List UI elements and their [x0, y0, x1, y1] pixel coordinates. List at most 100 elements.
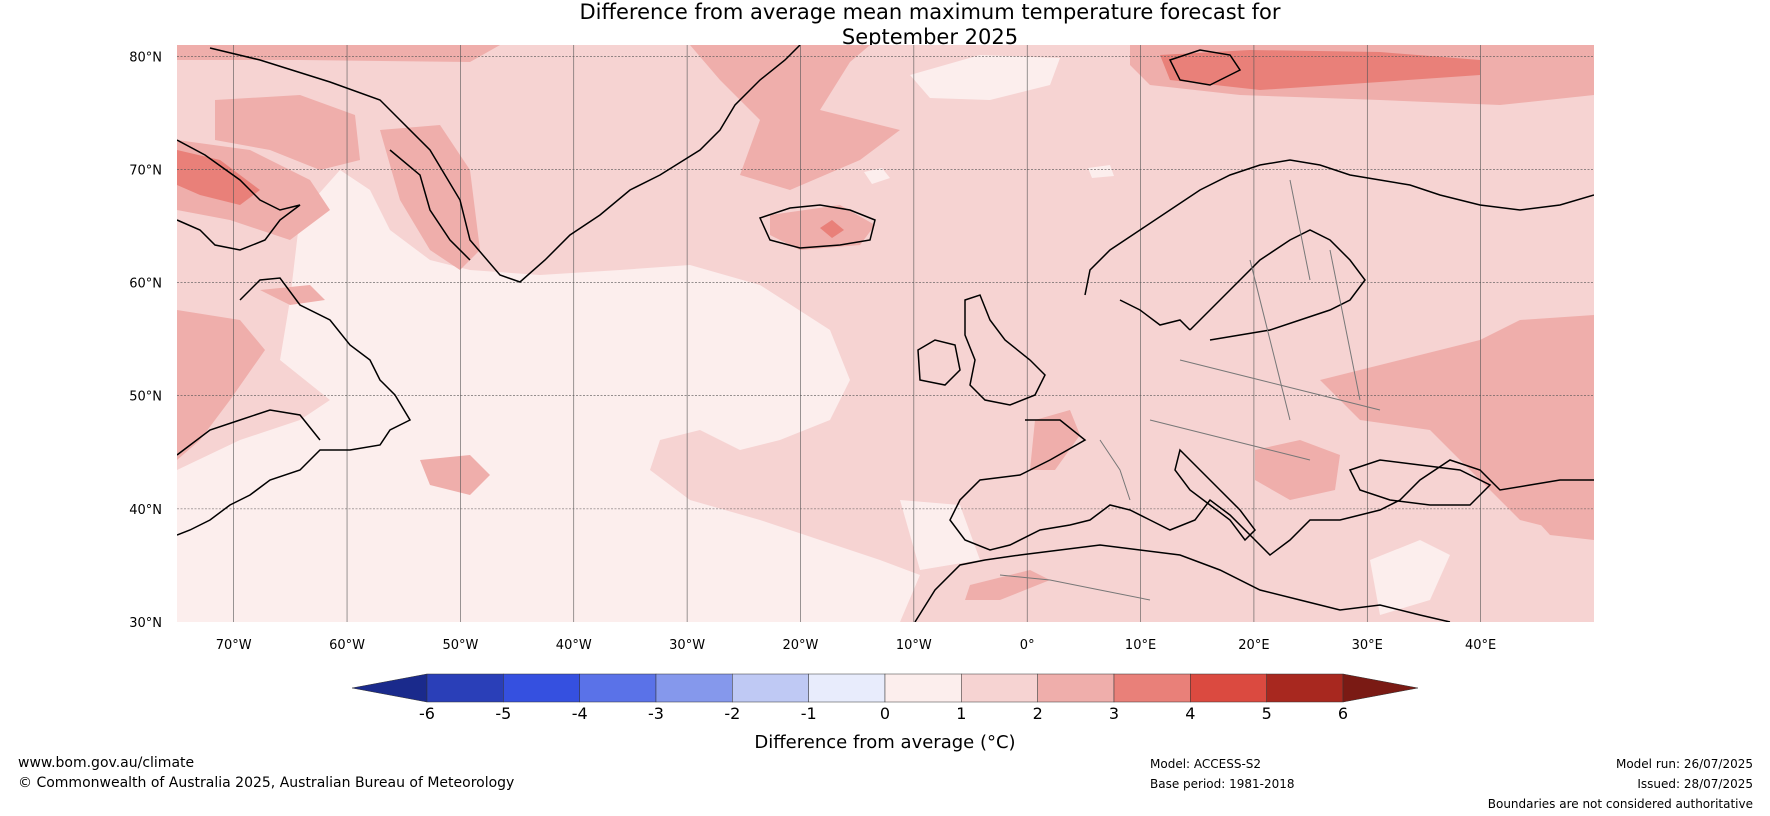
lon-tick-label: 60°W	[329, 638, 365, 653]
contour-0-1-spot	[864, 168, 890, 184]
border-6	[1289, 179, 1311, 281]
coastline-baffin	[177, 139, 301, 251]
lat-tick-label: 40°N	[129, 503, 162, 518]
colorbar-bin	[884, 673, 962, 703]
contour-2-3-jan-mayen	[690, 45, 900, 190]
lon-tick-label: 10°E	[1125, 638, 1156, 653]
colorbar-bin	[503, 673, 580, 703]
colorbar-bin	[426, 673, 504, 703]
axis-labels: 80°N 70°N 60°N 50°N 40°N 30°N 70°W 60°W 50°W 40°W…	[129, 50, 1496, 653]
colorbar-bin	[1113, 673, 1191, 703]
lon-tick-label: 40°E	[1465, 638, 1496, 653]
colorbar-tick-label: 3	[1109, 704, 1119, 723]
contour-3-4-svalbard	[1160, 50, 1480, 90]
colorbar-bin	[961, 673, 1038, 703]
contour-2-3-atlantic	[420, 455, 490, 495]
colorbar-tick-label: -1	[801, 704, 817, 723]
lat-tick-label: 70°N	[129, 163, 162, 178]
coastline-britain	[964, 294, 1046, 406]
footer-model: Model: ACCESS-S2	[1150, 757, 1262, 771]
lon-tick-label: 10°W	[896, 638, 932, 653]
footer-issued: Issued: 28/07/2025	[1637, 777, 1753, 791]
footer-copyright: © Commonwealth of Australia 2025, Austra…	[18, 775, 515, 791]
contour-3-4-iceland	[820, 220, 844, 238]
colorbar-tick-label: -3	[648, 704, 664, 723]
colorbar-label: Difference from average (°C)	[754, 732, 1015, 753]
coastline-labrador	[177, 277, 412, 536]
lon-tick-label: 20°E	[1238, 638, 1269, 653]
coastline-greenland-e	[389, 149, 471, 261]
contour-2-3-labrador	[177, 310, 265, 460]
contour-3-4-baffin	[177, 150, 260, 205]
contour-2-3-greenland-e	[380, 125, 480, 270]
coastline-quebec	[177, 409, 321, 456]
border-2	[1149, 419, 1311, 461]
contour-2-3-black-sea	[1500, 470, 1594, 540]
colorbar-bin	[732, 673, 809, 703]
lon-tick-label: 40°W	[556, 638, 592, 653]
colorbar-tick-label: 5	[1262, 704, 1272, 723]
border-5	[1099, 439, 1131, 501]
border-1	[1179, 359, 1381, 411]
colorbar: -6 -5 -4 -3 -2 -1 0 1 2 3 4 5 6 Difference from avera…	[351, 673, 1419, 753]
colorbar-tick-label: -5	[495, 704, 511, 723]
colorbar-tick-label: -4	[572, 704, 588, 723]
colorbar-tick-label: 0	[880, 704, 890, 723]
coastline-norway-south	[1119, 299, 1191, 331]
contour-0-1-med	[1370, 540, 1450, 615]
footer-boundaries: Boundaries are not considered authoritat…	[1487, 797, 1753, 811]
lat-tick-label: 50°N	[129, 390, 162, 405]
lon-tick-label: 30°E	[1352, 638, 1383, 653]
colorbar-bin	[808, 673, 886, 703]
colorbar-bin	[1266, 673, 1344, 703]
lon-tick-label: 0°	[1020, 638, 1035, 653]
colorbar-tick-label: 6	[1338, 704, 1348, 723]
footer-model-run: Model run: 26/07/2025	[1615, 757, 1753, 771]
map-title: Difference from average mean maximum tem…	[0, 0, 1770, 50]
coastline-scandinavia	[1084, 159, 1594, 296]
colorbar-tick-label: 1	[956, 704, 966, 723]
coastline-svalbard	[1168, 49, 1242, 86]
colorbar-extend-high	[1342, 673, 1419, 703]
contour-2-3-balkans	[1255, 440, 1340, 500]
footer-url: www.bom.gov.au/climate	[18, 755, 195, 771]
coastline-baltic	[1189, 229, 1366, 341]
footer-base-period: Base period: 1981-2018	[1150, 777, 1295, 791]
border-4	[1329, 249, 1361, 401]
colorbar-extend-low	[351, 673, 428, 703]
lat-tick-label: 30°N	[129, 616, 162, 631]
lon-tick-label: 50°W	[442, 638, 478, 653]
contour-2-3-greenland-top	[177, 45, 500, 62]
contour-0-1-north	[910, 55, 1060, 100]
coastline-iceland	[758, 204, 876, 249]
colorbar-tick-label: -6	[419, 704, 435, 723]
colorbar-tick-label: 2	[1033, 704, 1043, 723]
colorbar-tick-label: -2	[724, 704, 740, 723]
coastline-italy	[1174, 448, 1256, 542]
border-3	[1249, 259, 1291, 421]
lat-tick-label: 60°N	[129, 277, 162, 292]
contour-2-3-canada	[215, 95, 360, 170]
contour-2-3-france	[1030, 410, 1080, 470]
colorbar-bin	[579, 673, 657, 703]
lon-tick-label: 20°W	[783, 638, 819, 653]
lat-tick-label: 80°N	[129, 50, 162, 65]
coastline-black-sea	[1348, 459, 1492, 506]
contour-0-1-spot2	[1088, 165, 1114, 178]
coastlines	[177, 45, 1594, 622]
title-line-1: Difference from average mean maximum tem…	[579, 0, 1281, 24]
coastline-greenland	[209, 45, 801, 283]
lon-tick-label: 70°W	[216, 638, 252, 653]
colorbar-bin	[655, 673, 733, 703]
colorbar-tick-label: 4	[1185, 704, 1195, 723]
colorbar-bin	[1037, 673, 1115, 703]
coastline-europe	[949, 419, 1594, 556]
lon-tick-label: 30°W	[669, 638, 705, 653]
colorbar-bin	[1190, 673, 1267, 703]
border-7	[999, 574, 1151, 601]
country-borders	[999, 179, 1381, 601]
coastline-africa	[914, 544, 1451, 622]
coastline-ireland	[917, 339, 961, 386]
contour-0-1-spain	[900, 500, 980, 570]
